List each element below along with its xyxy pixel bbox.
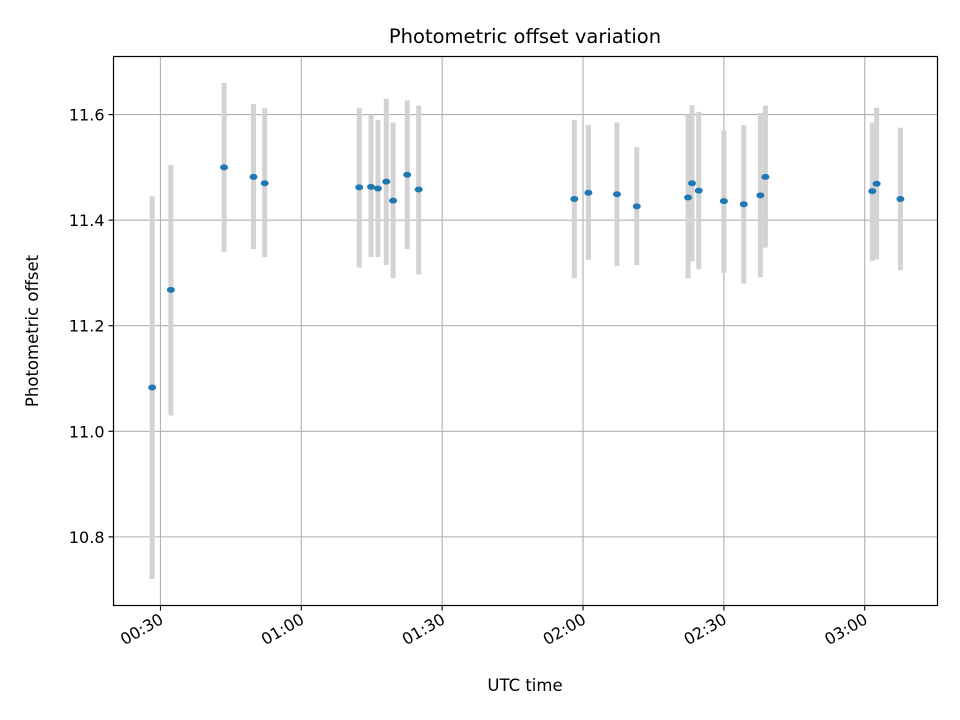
data-point [688, 180, 697, 187]
data-point [249, 173, 258, 180]
data-point [719, 198, 728, 205]
data-point [373, 185, 382, 192]
data-point [414, 186, 423, 193]
data-point [403, 171, 412, 178]
data-point [584, 189, 593, 196]
data-point [896, 196, 905, 203]
x-axis-title: UTC time [487, 676, 562, 695]
data-point [868, 188, 877, 195]
data-points [148, 164, 905, 391]
data-point [632, 203, 641, 210]
data-point [612, 191, 621, 198]
y-tick-label: 11.4 [69, 211, 105, 230]
data-point [355, 184, 364, 191]
data-point [739, 201, 748, 208]
chart-title: Photometric offset variation [389, 25, 661, 48]
y-tick-label: 11.0 [69, 422, 105, 441]
grid-lines [113, 56, 938, 606]
data-point [260, 180, 269, 187]
data-point [166, 286, 175, 293]
data-point [694, 187, 703, 194]
data-point [872, 180, 881, 187]
y-tick-label: 11.6 [69, 106, 105, 125]
data-point [570, 196, 579, 203]
data-point [148, 384, 157, 391]
data-point [220, 164, 229, 171]
y-tick-label: 10.8 [69, 528, 105, 547]
data-point [756, 192, 765, 199]
data-point [684, 194, 693, 201]
plot-frame [112, 55, 939, 607]
y-tick-label: 11.2 [69, 317, 105, 336]
data-point [382, 178, 391, 185]
data-point [389, 197, 398, 204]
y-axis-title: Photometric offset [23, 254, 42, 407]
data-point [761, 173, 770, 180]
data-point [367, 183, 376, 190]
